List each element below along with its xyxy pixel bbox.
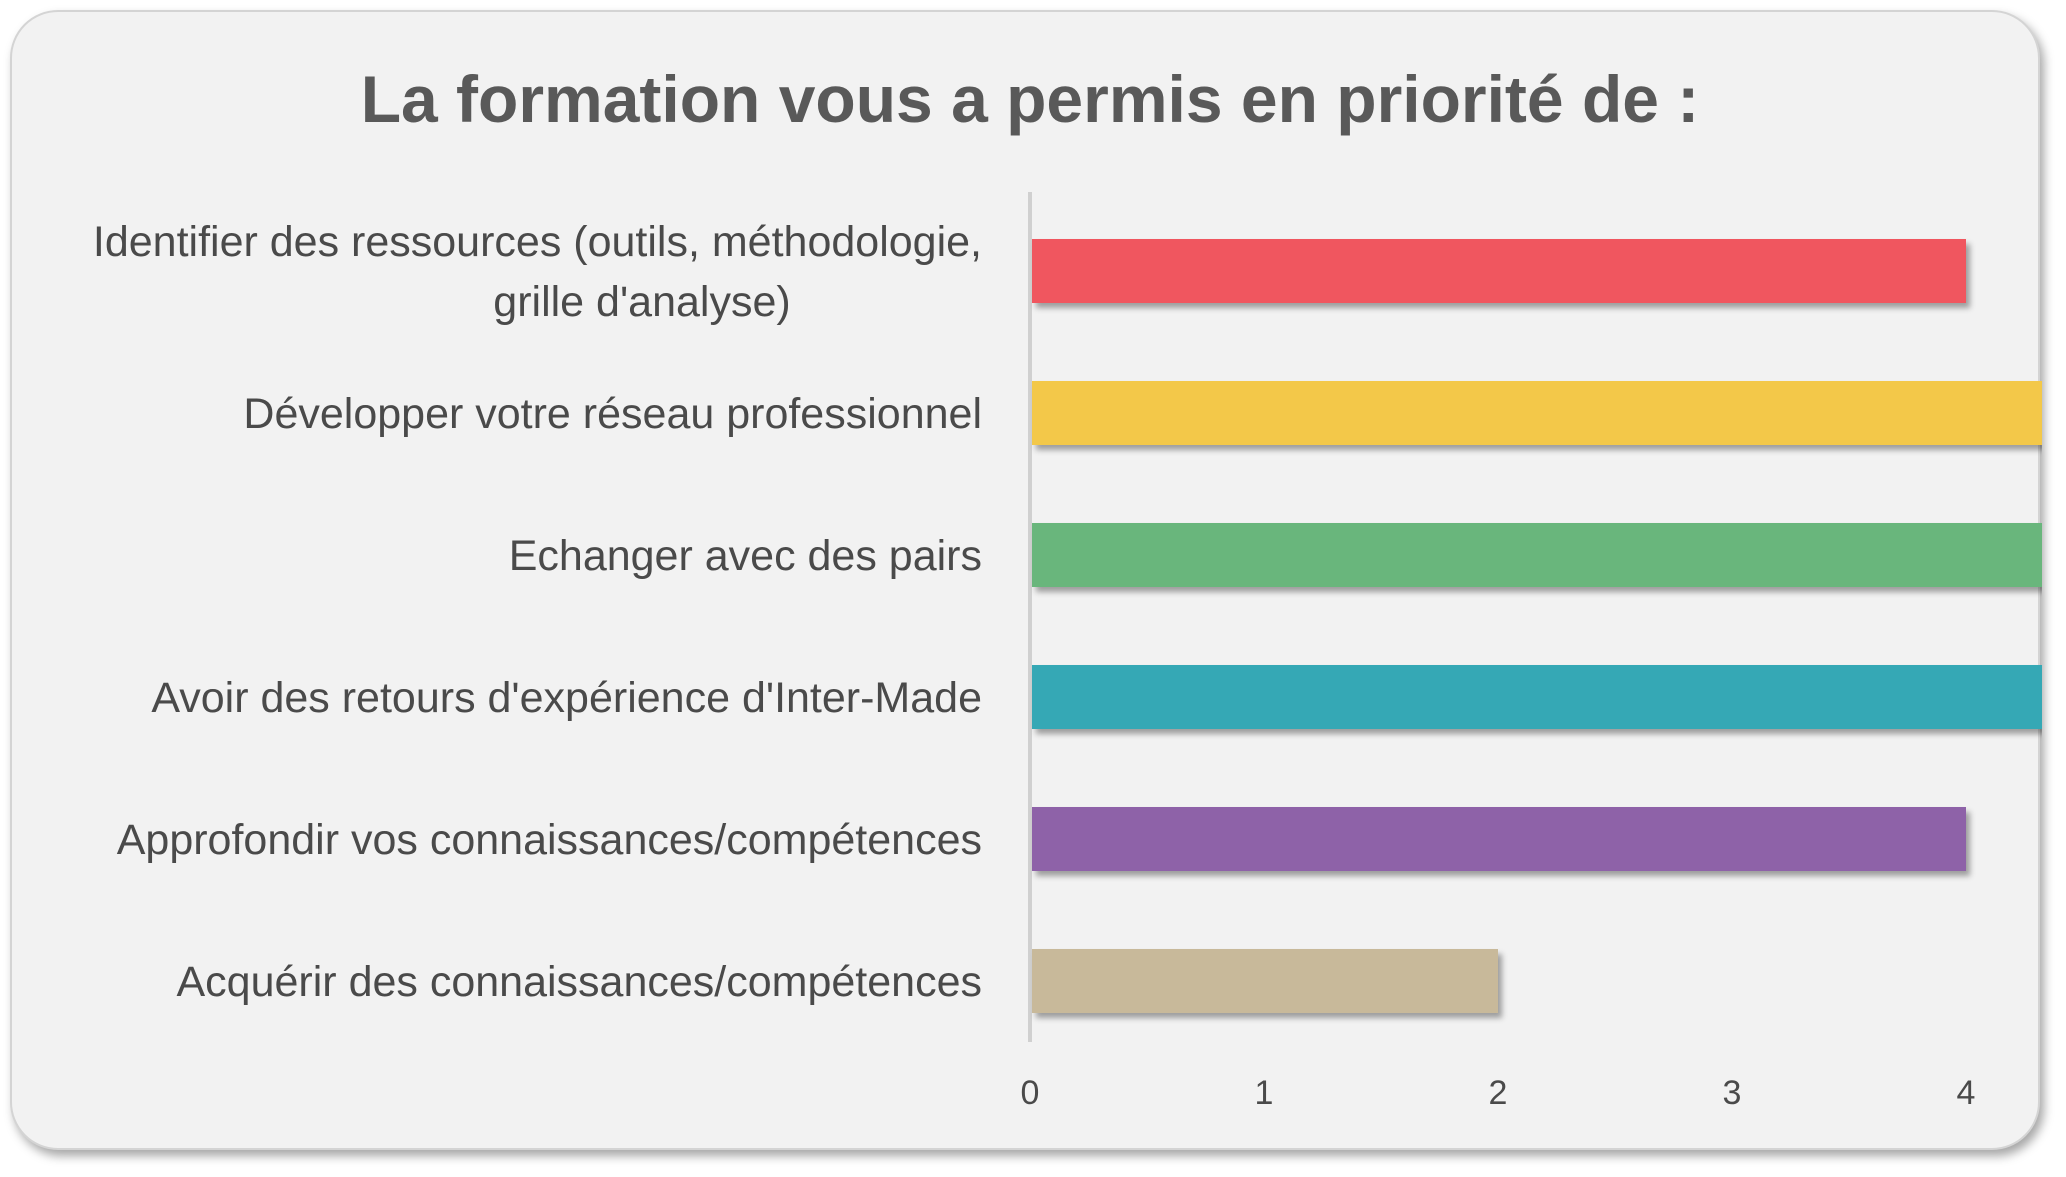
category-label-line: grille d'analyse): [493, 278, 790, 326]
category-label-line: Identifier des ressources (outils, métho…: [93, 218, 982, 266]
x-tick-label-3: 3: [1723, 1074, 1742, 1112]
category-label-4: Avoir des retours d'expérience d'Inter-M…: [151, 674, 982, 722]
bar-3: [1032, 523, 2042, 587]
bar-6: [1032, 949, 1498, 1013]
bar-5: [1032, 807, 1966, 871]
bar-4: [1032, 665, 2042, 729]
category-label-2: Développer votre réseau professionnel: [243, 390, 982, 438]
chart-card: La formation vous a permis en priorité d…: [10, 10, 2042, 1150]
chart-title: La formation vous a permis en priorité d…: [361, 62, 1700, 136]
x-tick-label-4: 4: [1957, 1074, 1976, 1112]
bar-2: [1032, 381, 2042, 445]
category-label-line: Echanger avec des pairs: [509, 532, 982, 580]
category-label-line: Développer votre réseau professionnel: [243, 390, 982, 438]
bar-chart: La formation vous a permis en priorité d…: [93, 62, 2042, 1112]
category-label-1: Identifier des ressources (outils, métho…: [93, 218, 982, 326]
x-tick-label-1: 1: [1255, 1074, 1274, 1112]
category-label-line: Avoir des retours d'expérience d'Inter-M…: [151, 674, 982, 722]
category-label-line: Acquérir des connaissances/compétences: [177, 958, 983, 1006]
x-tick-label-2: 2: [1489, 1074, 1508, 1112]
x-tick-label-0: 0: [1021, 1074, 1040, 1112]
category-label-3: Echanger avec des pairs: [509, 532, 982, 580]
category-label-5: Approfondir vos connaissances/compétence…: [117, 816, 982, 864]
plot-area: Identifier des ressources (outils, métho…: [93, 192, 2042, 1112]
bar-1: [1032, 239, 1966, 303]
category-label-6: Acquérir des connaissances/compétences: [177, 958, 983, 1006]
category-label-line: Approfondir vos connaissances/compétence…: [117, 816, 982, 864]
